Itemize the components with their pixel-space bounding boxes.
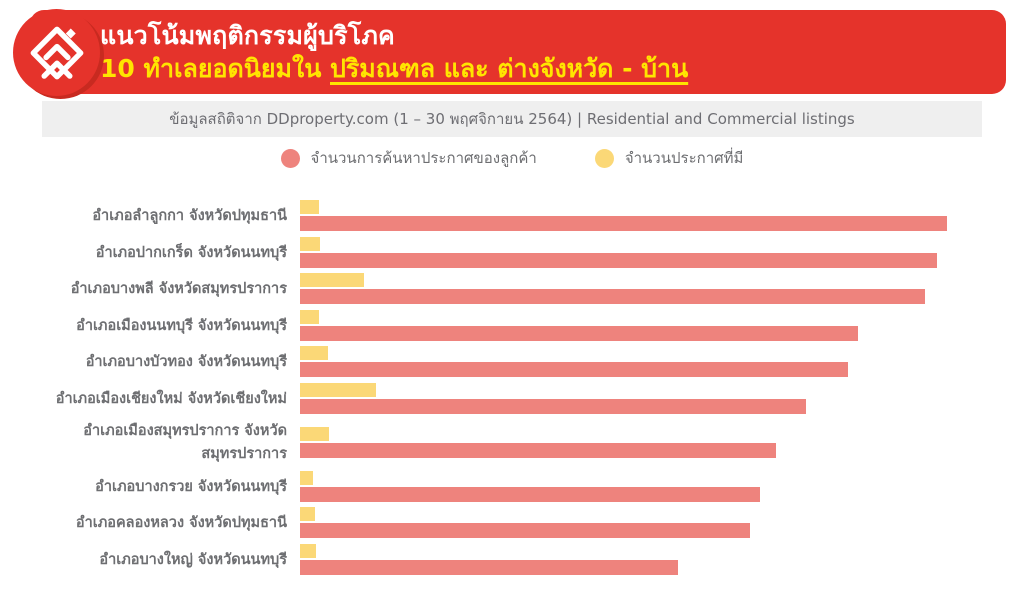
chart-row: อำเภอปากเกร็ด จังหวัดนนทบุรี	[0, 236, 1024, 268]
bar-group	[300, 470, 960, 502]
subtitle-prefix: 10 ทำเลยอดนิยมใน	[100, 53, 330, 83]
bar-group	[300, 507, 960, 538]
category-label: อำเภอเมืองเชียงใหม่ จังหวัดเชียงใหม่	[55, 390, 287, 407]
bar-group	[300, 543, 960, 575]
chart-row: อำเภอเมืองสมุทรปราการ จังหวัดสมุทรปราการ	[0, 419, 1024, 465]
listings-bar	[300, 309, 320, 324]
bar-group	[300, 273, 960, 304]
header-text-block: แนวโน้มพฤติกรรมผู้บริโภค 10 ทำเลยอดนิยมใ…	[30, 21, 688, 84]
chart-row: อำเภอเมืองเชียงใหม่ จังหวัดเชียงใหม่	[0, 382, 1024, 414]
bar-group	[300, 309, 960, 341]
listings-bar	[300, 470, 313, 485]
house-chevron-icon	[30, 26, 83, 79]
legend-item: จำนวนประกาศที่มี	[594, 146, 744, 170]
page-title: แนวโน้มพฤติกรรมผู้บริโภค	[100, 20, 395, 50]
category-label: อำเภอลำลูกกา จังหวัดปทุมธานี	[92, 208, 287, 224]
listings-bar	[300, 346, 328, 360]
searches-bar	[300, 442, 777, 458]
searches-bar	[300, 252, 938, 268]
legend-dot-icon	[594, 148, 614, 168]
searches-bar	[300, 486, 761, 502]
searches-bar	[300, 398, 806, 414]
bar-group	[300, 236, 960, 268]
category-label: อำเภอบางกรวย จังหวัดนนทบุรี	[95, 478, 287, 495]
searches-bar	[300, 523, 751, 538]
listings-bar	[300, 236, 321, 251]
legend-label: จำนวนการค้นหาประกาศของลูกค้า	[310, 149, 537, 167]
category-label: อำเภอเมืองนนทบุรี จังหวัดนนทบุรี	[76, 317, 287, 334]
source-note-band: ข้อมูลสถิติจาก DDproperty.com (1 – 30 พฤ…	[42, 101, 982, 137]
bar-chart: อำเภอลำลูกกา จังหวัดปทุมธานีอำเภอปากเกร็…	[0, 200, 1024, 580]
category-label: อำเภอบางพลี จังหวัดสมุทรปราการ	[70, 281, 287, 297]
chart-row: อำเภอบางบัวทอง จังหวัดนนทบุรี	[0, 346, 1024, 377]
source-note-text: ข้อมูลสถิติจาก DDproperty.com (1 – 30 พฤ…	[169, 110, 855, 128]
listings-bar	[300, 200, 320, 214]
category-label: อำเภอคลองหลวง จังหวัดปทุมธานี	[75, 515, 287, 531]
searches-bar	[300, 216, 947, 231]
chart-row: อำเภอบางใหญ่ จังหวัดนนทบุรี	[0, 543, 1024, 575]
bar-group	[300, 382, 960, 414]
chart-row: อำเภอคลองหลวง จังหวัดปทุมธานี	[0, 507, 1024, 538]
legend-item: จำนวนการค้นหาประกาศของลูกค้า	[280, 146, 537, 170]
searches-bar	[300, 559, 678, 575]
header-banner: แนวโน้มพฤติกรรมผู้บริโภค 10 ทำเลยอดนิยมใ…	[30, 10, 1006, 94]
listings-bar	[300, 273, 365, 287]
category-label: อำเภอเมืองสมุทรปราการ จังหวัดสมุทรปราการ	[83, 423, 287, 462]
category-label: อำเภอปากเกร็ด จังหวัดนนทบุรี	[95, 244, 287, 261]
searches-bar	[300, 289, 925, 304]
chart-row: อำเภอบางกรวย จังหวัดนนทบุรี	[0, 470, 1024, 502]
listings-bar	[300, 543, 317, 558]
subtitle-underlined-text: ปริมณฑล และ ต่างจังหวัด - บ้าน	[330, 53, 689, 83]
bar-group	[300, 426, 960, 458]
chart-legend: จำนวนการค้นหาประกาศของลูกค้า จำนวนประกาศท…	[0, 146, 1024, 170]
chart-row: อำเภอลำลูกกา จังหวัดปทุมธานี	[0, 200, 1024, 231]
listings-bar	[300, 507, 315, 521]
searches-bar	[300, 325, 859, 341]
chart-row: อำเภอบางพลี จังหวัดสมุทรปราการ	[0, 273, 1024, 304]
chart-row: อำเภอเมืองนนทบุรี จังหวัดนนทบุรี	[0, 309, 1024, 341]
category-label: อำเภอบางบัวทอง จังหวัดนนทบุรี	[85, 354, 287, 370]
listings-bar	[300, 382, 376, 397]
searches-bar	[300, 362, 848, 377]
category-label: อำเภอบางใหญ่ จังหวัดนนทบุรี	[99, 551, 287, 568]
page-subtitle: 10 ทำเลยอดนิยมใน ปริมณฑล และ ต่างจังหวัด…	[100, 54, 688, 84]
legend-label: จำนวนประกาศที่มี	[624, 149, 744, 167]
listings-bar	[300, 426, 330, 441]
bar-group	[300, 200, 960, 231]
ddproperty-logo	[13, 9, 100, 96]
bar-group	[300, 346, 960, 377]
legend-dot-icon	[280, 148, 300, 168]
